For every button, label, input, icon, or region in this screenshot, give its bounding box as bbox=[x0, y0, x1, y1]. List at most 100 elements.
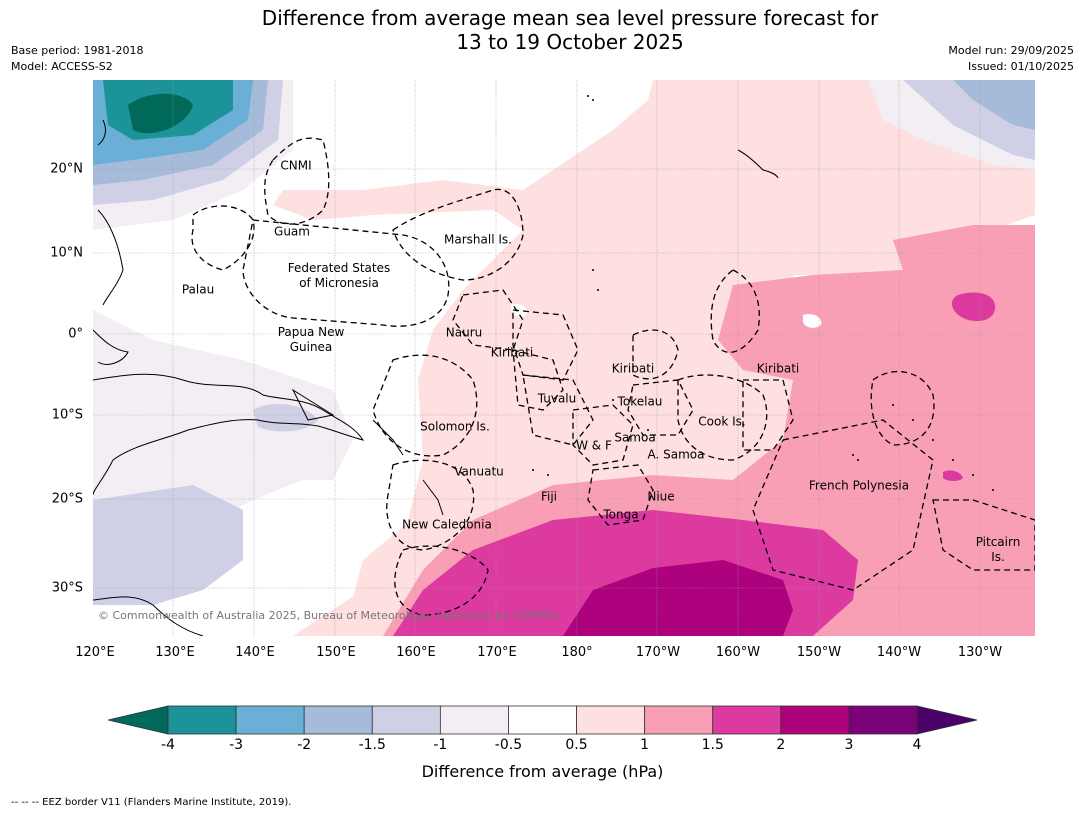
place-guam: Guam bbox=[274, 224, 310, 239]
place-palau: Palau bbox=[181, 282, 215, 297]
colorbar-bin bbox=[576, 705, 646, 735]
colorbar-tick-label: 0.5 bbox=[565, 737, 588, 753]
place-png-line-1: Papua New bbox=[277, 325, 345, 339]
anomaly-lavender-sw bbox=[93, 485, 243, 605]
place-vanuatu: Vanuatu bbox=[454, 464, 504, 479]
colorbar-tick-label: 2 bbox=[776, 737, 786, 753]
place-fsm-line-1: Federated States bbox=[287, 261, 391, 275]
lon-tick-130w: 130°W bbox=[957, 645, 1003, 660]
model-run: Model run: 29/09/2025 bbox=[948, 44, 1074, 57]
place-wallis-futuna: W & F bbox=[576, 438, 612, 453]
map-canvas bbox=[93, 80, 1035, 636]
map-title: Difference from average mean sea level p… bbox=[0, 6, 1085, 54]
anomaly-blue-nw-5 bbox=[128, 93, 193, 134]
place-cook-islands: Cook Is. bbox=[698, 414, 746, 429]
place-solomon-islands: Solomon Is. bbox=[420, 419, 490, 434]
lon-tick-160e: 160°E bbox=[396, 645, 436, 660]
colorbar-tick-label: 1 bbox=[640, 737, 650, 753]
lon-tick-150w: 150°W bbox=[796, 645, 842, 660]
place-niue: Niue bbox=[647, 489, 675, 504]
colorbar-bin bbox=[780, 705, 850, 735]
colorbar-tick-label: -4 bbox=[161, 737, 175, 753]
lat-tick-0: 0° bbox=[68, 326, 83, 342]
lon-tick-150e: 150°E bbox=[316, 645, 356, 660]
colorbar-bin bbox=[848, 705, 918, 735]
run-issue-info: Model run: 29/09/2025 Issued: 01/10/2025 bbox=[948, 43, 1074, 75]
colorbar-extend-max bbox=[916, 705, 978, 735]
place-fsm: Federated States of Micronesia bbox=[288, 261, 390, 291]
anomaly-lavender-png bbox=[253, 403, 318, 432]
colorbar-label: Difference from average (hPa) bbox=[421, 762, 664, 781]
colorbar-tick-label: 4 bbox=[912, 737, 922, 753]
place-french-polynesia: French Polynesia bbox=[808, 478, 910, 493]
issued-date: Issued: 01/10/2025 bbox=[967, 60, 1074, 73]
colorbar bbox=[107, 705, 978, 735]
title-line-1: Difference from average mean sea level p… bbox=[261, 6, 879, 30]
model-name: Model: ACCESS-S2 bbox=[11, 60, 113, 73]
lon-tick-140w: 140°W bbox=[876, 645, 922, 660]
place-kiribati-central: Kiribati bbox=[611, 361, 655, 376]
lat-tick-10s: 10°S bbox=[51, 407, 83, 423]
anomaly-blob-1.5-2-a bbox=[951, 292, 996, 322]
place-pitcairn-line-2: Is. bbox=[991, 550, 1005, 564]
place-tokelau: Tokelau bbox=[617, 394, 663, 409]
colorbar-bin bbox=[235, 705, 305, 735]
anomaly-blob-1.5-2-b bbox=[943, 470, 963, 481]
lon-tick-130e: 130°E bbox=[155, 645, 195, 660]
eez-legend-note: -- -- -- EEZ border V11 (Flanders Marine… bbox=[11, 797, 292, 808]
colorbar-tick-label: -2 bbox=[297, 737, 312, 753]
base-period: Base period: 1981-2018 bbox=[11, 44, 144, 57]
colorbar-extend-min bbox=[107, 705, 169, 735]
colorbar-tick-label: -0.5 bbox=[494, 737, 523, 753]
anomaly-blue2-ne bbox=[953, 80, 1035, 130]
colorbar-bin bbox=[371, 705, 441, 735]
anomaly-lavender-w bbox=[93, 310, 353, 550]
forecast-map bbox=[93, 80, 1035, 636]
lon-tick-160w: 160°W bbox=[715, 645, 761, 660]
colorbar-bin bbox=[712, 705, 782, 735]
copyright-notice: © Commonwealth of Australia 2025, Bureau… bbox=[98, 609, 562, 622]
place-new-caledonia: New Caledonia bbox=[402, 517, 492, 532]
coastlines bbox=[93, 119, 779, 636]
anomaly-band-2-3 bbox=[563, 560, 793, 636]
colorbar-tick-label: 1.5 bbox=[701, 737, 724, 753]
colorbar-tick-label: -3 bbox=[229, 737, 244, 753]
place-png-line-2: Guinea bbox=[289, 340, 333, 354]
colorbar-bin bbox=[644, 705, 714, 735]
lon-tick-120e: 120°E bbox=[75, 645, 115, 660]
place-kiribati-east: Kiribati bbox=[756, 361, 800, 376]
colorbar-bin bbox=[439, 705, 509, 735]
place-tonga: Tonga bbox=[603, 507, 639, 522]
lat-tick-10n: 10°N bbox=[50, 245, 83, 261]
lon-tick-170w: 170°W bbox=[635, 645, 681, 660]
lat-tick-20n: 20°N bbox=[50, 161, 83, 177]
graticule bbox=[93, 80, 1035, 636]
lon-tick-180: 180° bbox=[561, 645, 593, 660]
eez-borders bbox=[191, 137, 1035, 616]
place-pitcairn: Pitcairn Is. bbox=[976, 535, 1021, 565]
colorbar-bin bbox=[508, 705, 577, 735]
place-fsm-line-2: of Micronesia bbox=[299, 276, 379, 290]
anomaly-hole bbox=[803, 314, 822, 328]
title-line-2: 13 to 19 October 2025 bbox=[456, 30, 684, 54]
place-american-samoa: A. Samoa bbox=[647, 447, 705, 462]
lat-tick-20s: 20°S bbox=[51, 491, 83, 507]
place-marshall-islands: Marshall Is. bbox=[444, 232, 512, 247]
place-fiji: Fiji bbox=[540, 489, 558, 504]
place-samoa: Samoa bbox=[614, 430, 656, 445]
colorbar-bin bbox=[167, 705, 237, 735]
lon-tick-140e: 140°E bbox=[235, 645, 275, 660]
place-nauru: Nauru bbox=[445, 325, 483, 340]
colorbar-tick-label: -1 bbox=[433, 737, 448, 753]
place-tuvalu: Tuvalu bbox=[537, 391, 577, 406]
lat-tick-30s: 30°S bbox=[51, 580, 83, 596]
place-pitcairn-line-1: Pitcairn bbox=[975, 535, 1021, 549]
lon-tick-170e: 170°E bbox=[477, 645, 517, 660]
colorbar-tick-label: -1.5 bbox=[358, 737, 386, 753]
place-png: Papua New Guinea bbox=[278, 325, 345, 355]
colorbar-bin bbox=[303, 705, 373, 735]
place-kiribati-west: Kiribati bbox=[490, 345, 534, 360]
colorbar-tick-label: 3 bbox=[844, 737, 854, 753]
anomaly-band-0.5-1 bbox=[273, 80, 1035, 636]
base-model-info: Base period: 1981-2018 Model: ACCESS-S2 bbox=[11, 43, 143, 75]
